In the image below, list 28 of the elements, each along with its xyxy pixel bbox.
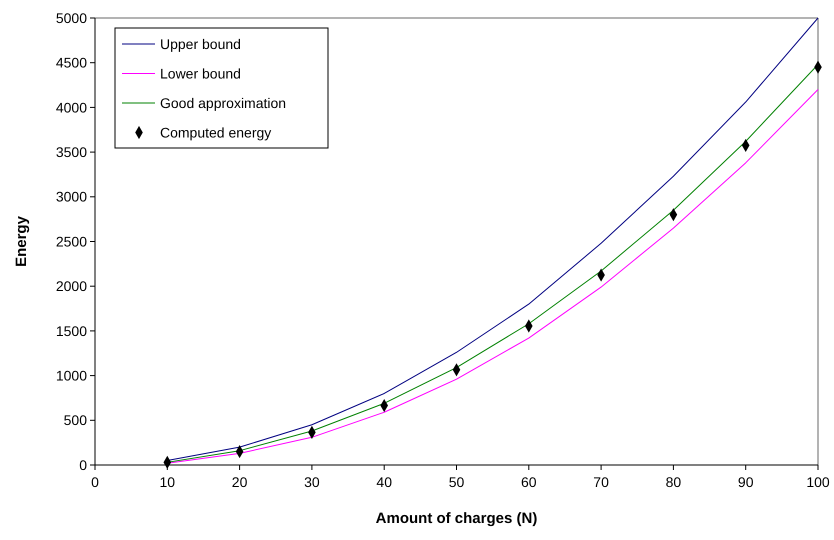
- y-tick-label: 4000: [56, 99, 88, 116]
- legend-label: Lower bound: [160, 65, 241, 82]
- y-tick-label: 0: [79, 456, 88, 473]
- y-tick-label: 2000: [56, 278, 88, 294]
- x-tick-label: 40: [376, 474, 392, 490]
- y-tick-label: 4500: [56, 54, 88, 71]
- x-tick-label: 100: [806, 474, 830, 490]
- y-tick-label: 500: [64, 412, 88, 428]
- x-tick-label: 70: [593, 474, 610, 490]
- x-axis-title: Amount of charges (N): [376, 510, 538, 527]
- x-tick-label: 50: [448, 474, 464, 490]
- y-tick-label: 2500: [56, 233, 88, 250]
- y-tick-label: 3500: [56, 144, 88, 160]
- x-tick-label: 10: [160, 474, 176, 490]
- legend-label: Upper bound: [160, 36, 241, 52]
- legend-label: Good approximation: [160, 94, 286, 111]
- x-tick-label: 20: [232, 474, 248, 490]
- x-tick-label: 80: [666, 474, 682, 490]
- x-tick-label: 90: [738, 474, 754, 490]
- y-tick-label: 1000: [56, 368, 88, 384]
- y-axis-title: Energy: [13, 215, 30, 267]
- x-tick-label: 60: [521, 474, 537, 490]
- x-tick-label: 0: [91, 474, 100, 490]
- x-tick-label: 30: [304, 474, 320, 490]
- y-tick-label: 3000: [56, 188, 88, 205]
- y-tick-label: 5000: [56, 10, 88, 26]
- legend-label: Computed energy: [160, 124, 272, 140]
- y-tick-label: 1500: [56, 322, 88, 339]
